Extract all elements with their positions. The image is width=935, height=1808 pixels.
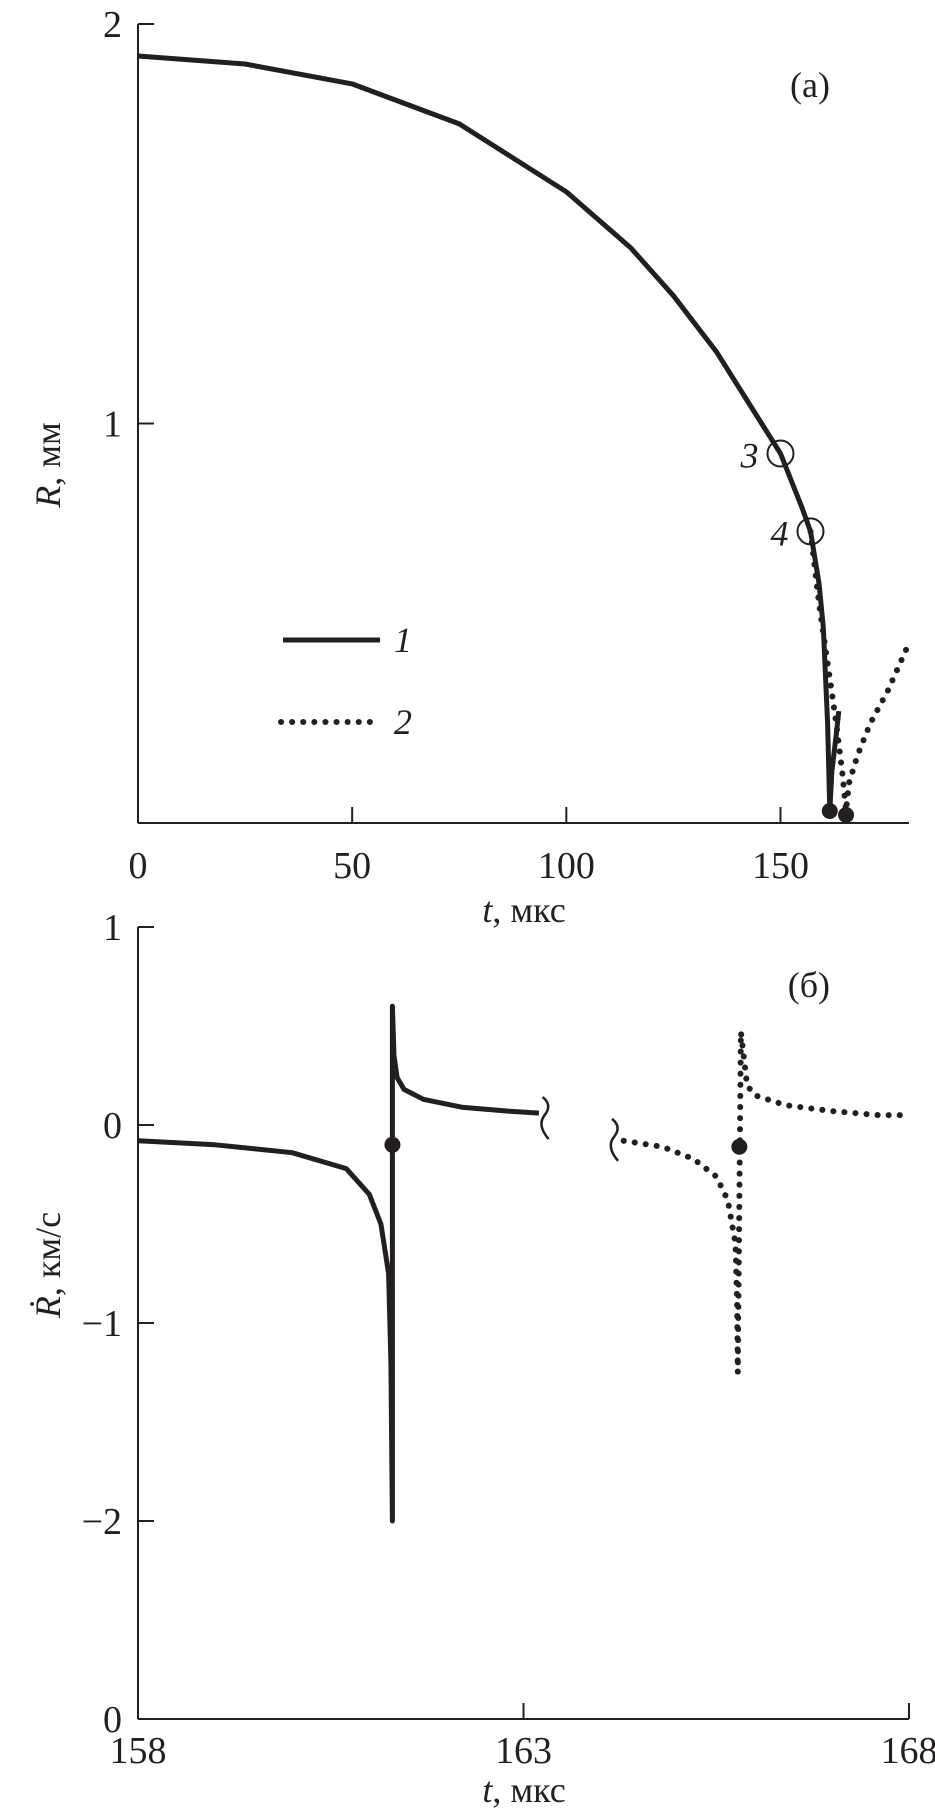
ylabel-var: Ṙ (28, 1296, 68, 1319)
panel-b-xlabel: t, мкс (482, 1770, 565, 1808)
open-circle-marker (766, 439, 795, 468)
marker-label: 4 (770, 513, 788, 553)
axis-break-mark (609, 1117, 619, 1162)
xlabel-unit: , мкс (492, 890, 565, 930)
x-tick-label: 168 (881, 1730, 935, 1772)
panel-b-label: (б) (788, 965, 830, 1005)
ylabel-unit: , мм (28, 422, 68, 486)
ylabel-var: R (28, 486, 68, 509)
legend-label-1: 1 (394, 620, 412, 660)
filled-circle-marker (384, 1136, 401, 1153)
x-tick-label: 0 (129, 845, 148, 887)
y-tick-label: −1 (82, 1303, 122, 1345)
x-tick-label: 50 (333, 845, 371, 887)
xlabel-unit: , мкс (492, 1770, 565, 1808)
series-1-line (137, 1003, 540, 1524)
marker-label: 3 (740, 435, 759, 475)
xlabel-var: t (482, 890, 493, 930)
x-tick-label: 100 (538, 845, 595, 887)
filled-circle-marker (821, 803, 838, 820)
x-tick-label: 163 (495, 1730, 552, 1772)
y-tick-label: 0 (103, 1699, 122, 1741)
open-circle-marker (796, 517, 825, 546)
filled-circle-marker (838, 807, 855, 824)
y-tick-label: 0 (103, 1105, 122, 1147)
x-tick-label: 150 (752, 845, 809, 887)
legend-label-2: 2 (394, 702, 412, 742)
panel-b-ylabel: Ṙ, км/с (28, 1212, 68, 1319)
axis-break-mark (540, 1096, 550, 1140)
panel-a-label: (a) (790, 65, 830, 105)
y-tick-label: 2 (103, 4, 122, 46)
legend: 1 2 (278, 620, 412, 742)
y-tick-label: −2 (82, 1501, 122, 1543)
y-tick-label: 1 (103, 404, 122, 446)
series-2-line (620, 1028, 912, 1376)
series-1-line (137, 53, 842, 814)
series-2-line (807, 528, 912, 814)
filled-circle-marker (731, 1138, 748, 1155)
panel-a-xlabel: t, мкс (482, 890, 565, 930)
x-tick-label: 158 (110, 1730, 167, 1772)
y-tick-label: 1 (103, 907, 122, 949)
panel-a: (a) R, мм t, мкс 1 2 1 2 0 50 100 150 34 (28, 4, 912, 930)
xlabel-var: t (482, 1770, 493, 1808)
ylabel-unit: , км/с (28, 1212, 68, 1296)
panel-a-ylabel: R, мм (28, 422, 68, 509)
